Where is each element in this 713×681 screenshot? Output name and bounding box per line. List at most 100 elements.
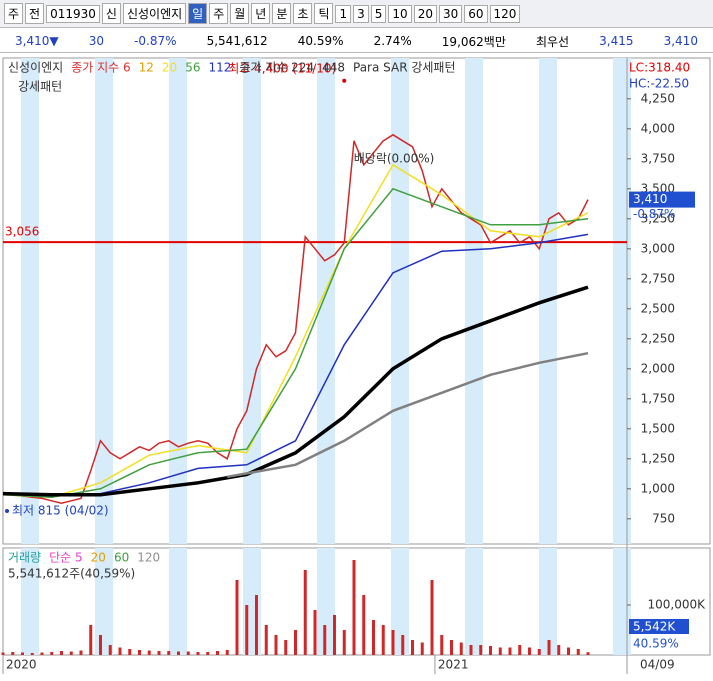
toolbar-button[interactable]: 틱 (314, 3, 334, 24)
volume-bar (323, 625, 327, 655)
price-change: -0.87% (633, 207, 675, 221)
toolbar-button[interactable]: 주 (209, 3, 229, 24)
volume-bar (60, 651, 63, 655)
volume-bar (362, 595, 366, 655)
high-label: 최고 4,400 (11/10) (228, 61, 336, 75)
low-label: 최저 815 (04/02) (12, 504, 109, 518)
volume-bar (567, 647, 570, 655)
volume-bar (108, 645, 112, 655)
corner-label: LC:318.40 (629, 61, 690, 75)
price-tag: 3,410 (633, 192, 667, 206)
toolbar-button[interactable]: 011930 (46, 4, 100, 23)
x-tick-label: 2020 (6, 658, 37, 672)
month-band (613, 548, 631, 655)
volume-bar (518, 645, 522, 655)
volume-bar (391, 630, 395, 655)
volume-bar (420, 642, 424, 655)
volume-bar (30, 653, 34, 655)
chart: 750 1,000 1,250 1,500 1,750 2,000 2,250 2,500 2,… (1, 57, 711, 674)
legend-label: 20 (162, 61, 177, 75)
toolbar-button[interactable]: 30 (438, 4, 463, 23)
toolbar-button[interactable]: 신성이엔지 (122, 3, 187, 24)
volume-bar (157, 651, 161, 655)
info-item: 3,415 (599, 34, 634, 48)
volume-bar (40, 652, 44, 655)
corner-label: HC:-22.50 (629, 77, 689, 91)
volume-bar (508, 647, 512, 655)
legend-label: 112 (208, 61, 231, 75)
month-band (169, 548, 187, 655)
volume-tag: 5,542K (633, 620, 676, 634)
month-band (95, 58, 113, 544)
volume-bar (450, 640, 453, 655)
toolbar-button[interactable]: 120 (489, 4, 521, 23)
toolbar-button[interactable]: 3 (353, 4, 369, 23)
month-band (539, 548, 557, 655)
volume-bar (489, 646, 492, 655)
volume-bar (401, 635, 405, 655)
pattern-label: 강세패턴 (18, 80, 62, 94)
toolbar-button[interactable]: 전 (25, 3, 45, 24)
toolbar-button[interactable]: 1 (335, 4, 352, 23)
volume-bar (547, 640, 551, 655)
info-item: 2.74% (373, 34, 412, 48)
volume-bar (255, 595, 258, 655)
last-date: 04/09 (640, 658, 675, 672)
volume-legend: 20 (91, 551, 106, 565)
volume-bar (576, 649, 580, 655)
month-band (465, 58, 483, 544)
y-tick-label: 2,250 (641, 331, 675, 345)
volume-bar (118, 647, 122, 655)
volume-bar (479, 645, 483, 655)
volume-legend: 120 (137, 551, 160, 565)
volume-bar (216, 651, 219, 655)
toolbar-button[interactable]: 10 (388, 4, 412, 23)
volume-summary: 5,541,612주(40,59%) (8, 567, 135, 581)
volume-bar (196, 652, 200, 655)
volume-bar (528, 647, 531, 655)
toolbar-button[interactable]: 초 (293, 3, 313, 24)
toolbar-button[interactable]: 분 (272, 3, 292, 24)
volume-bar (498, 647, 502, 655)
volume-bar (225, 650, 229, 655)
y-tick-label: 1,000 (641, 481, 675, 495)
y-tick-label: 750 (652, 511, 675, 525)
toolbar-button[interactable]: 년 (251, 3, 271, 24)
series-line (2, 163, 589, 498)
volume-bar (245, 605, 249, 655)
toolbar-button[interactable]: 신 (101, 3, 121, 24)
volume-bar (21, 652, 24, 655)
toolbar-button[interactable]: 월 (230, 3, 250, 24)
volume-bar (352, 560, 356, 655)
volume-bar (333, 615, 336, 655)
toolbar-button[interactable]: 60 (464, 4, 488, 23)
volume-bar (264, 625, 268, 655)
toolbar-button[interactable]: 일 (188, 3, 208, 24)
legend-label: 신성이엔지 (8, 61, 63, 75)
legend-label: 종가 지수 224 (239, 61, 314, 75)
y-tick-label: 3,750 (641, 151, 675, 165)
volume-bar (430, 580, 434, 655)
volume-bar (440, 635, 444, 655)
x-tick-label: 2021 (438, 658, 469, 672)
volume-tag-bg (629, 619, 689, 634)
info-item: 40.59% (297, 34, 344, 48)
volume-bar (50, 652, 54, 655)
volume-bar (89, 625, 93, 655)
legend-label: 448 (322, 61, 345, 75)
info-item: 3,410 (663, 34, 698, 48)
legend-label: 12 (139, 61, 154, 75)
info-item: 5,541,612 (206, 34, 268, 48)
series-line (227, 351, 589, 479)
month-band (169, 58, 187, 544)
toolbar-button[interactable]: 주 (4, 3, 24, 24)
info-item: 최우선 (535, 34, 570, 49)
toolbar-button[interactable]: 20 (413, 4, 437, 23)
toolbar-button[interactable]: 5 (370, 4, 387, 23)
y-tick-label: 1,500 (641, 421, 675, 435)
month-band (21, 58, 39, 544)
volume-bar (459, 642, 463, 655)
volume-bar (147, 650, 151, 655)
y-tick-label: 4,250 (641, 91, 675, 105)
